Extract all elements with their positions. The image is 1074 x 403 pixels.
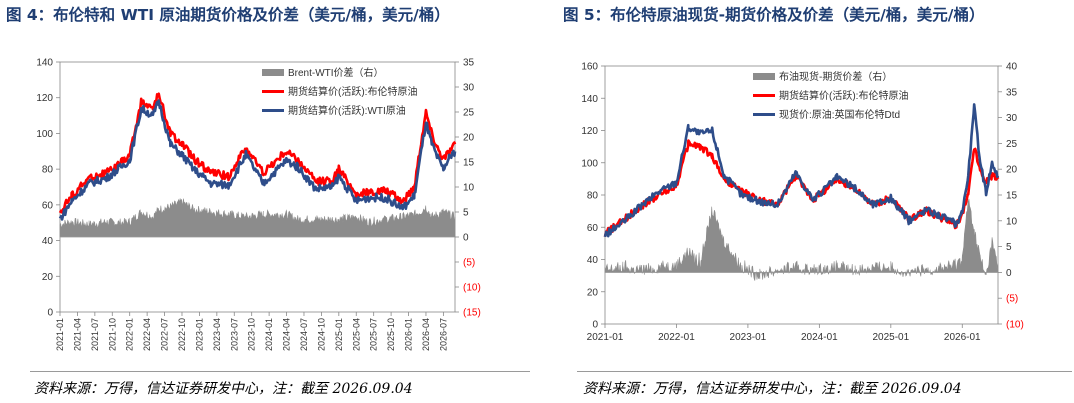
x-tick-label: 2023-07 — [229, 318, 239, 351]
plot-area — [604, 65, 999, 325]
source-note-right: 资料来源：万得，信达证券研发中心，注：截至 2026.09.04 — [583, 381, 962, 397]
series-blue-line — [58, 99, 457, 221]
y-right-tick-label: 20 — [463, 133, 475, 144]
x-tick-label: 2021-04 — [72, 318, 82, 351]
x-tick-label: 2025-01 — [872, 332, 909, 343]
y-right-tick-label: 35 — [463, 58, 475, 69]
source-note-left: 资料来源：万得，信达证券研发中心，注：截至 2026.09.04 — [34, 381, 413, 397]
series-blue-line — [603, 103, 1000, 238]
divider-right — [577, 371, 1072, 372]
y-left-tick-label: 120 — [581, 126, 598, 137]
x-tick-label: 2021-01 — [587, 332, 624, 343]
y-left-tick-label: 0 — [47, 308, 53, 319]
y-left-tick-label: 80 — [42, 165, 54, 176]
x-tick-label: 2023-04 — [212, 318, 222, 351]
y-right-tick-label: 10 — [463, 183, 475, 194]
x-tick-label: 2022-10 — [177, 318, 187, 351]
x-tick-label: 2024-07 — [299, 318, 309, 351]
x-tick-label: 2025-10 — [386, 318, 396, 351]
y-left-tick-label: 0 — [592, 320, 598, 331]
x-tick-label: 2026-04 — [421, 318, 431, 351]
y-right-tick-label: 25 — [463, 108, 475, 119]
y-right-tick-label: 30 — [1006, 113, 1018, 124]
x-tick-label: 2022-01 — [125, 318, 135, 351]
y-right-tick-label: 30 — [463, 83, 475, 94]
x-tick-label: 2024-01 — [801, 332, 838, 343]
y-right-tick-label: 5 — [1006, 242, 1012, 253]
x-tick-label: 2023-01 — [194, 318, 204, 351]
legend-label: 期货结算价(活跃):WTI原油 — [288, 104, 406, 117]
chart-svg: 0 20 40 60 80 100 120 140 160 (10) (5) 0 5 10 15 20 25 30… — [581, 62, 1024, 344]
series-spread-area — [604, 198, 999, 281]
x-tick-label: 2022-01 — [658, 332, 695, 343]
x-tick-label: 2022-07 — [160, 318, 170, 351]
x-tick-label: 2026-01 — [944, 332, 981, 343]
chart-svg: 0 20 40 60 80 100 120 140 (15) (10) (5) 0 5 10 15 20 25 3… — [36, 58, 481, 352]
y-right-tick-label: (15) — [463, 308, 481, 319]
series-spread-area — [59, 198, 456, 238]
y-left-tick-label: 80 — [587, 191, 599, 202]
legend-label: 现货价:原油:英国布伦特Dtd — [779, 108, 900, 121]
y-left-tick-label: 160 — [581, 62, 598, 73]
chart-brent-wti: 0 20 40 60 80 100 120 140 (15) (10) (5) 0 5 10 15 20 25 3… — [0, 52, 530, 352]
y-right-tick-label: (5) — [463, 258, 475, 269]
x-tick-label: 2024-10 — [316, 318, 326, 351]
x-tick-label: 2022-04 — [142, 318, 152, 351]
x-tick-label: 2025-04 — [351, 318, 361, 351]
y-right-tick-label: 0 — [463, 233, 469, 244]
x-tick-label: 2021-01 — [55, 318, 65, 351]
x-tick-label: 2023-10 — [247, 318, 257, 351]
x-tick-label: 2025-01 — [334, 318, 344, 351]
legend-label: 期货结算价(活跃):布伦特原油 — [288, 85, 417, 98]
y-right-tick-label: 40 — [1006, 62, 1018, 73]
y-left-tick-label: 20 — [587, 287, 599, 298]
figure-title-left: 图 4：布伦特和 WTI 原油期货价格及价差（美元/桶，美元/桶） — [6, 6, 450, 24]
legend-swatch-spread — [753, 73, 775, 80]
y-right-tick-label: 25 — [1006, 139, 1018, 150]
y-right-tick-label: (10) — [1006, 320, 1024, 331]
legend-label: 布油现货-期货价差（右） — [779, 70, 892, 83]
legend-swatch-spread — [262, 69, 284, 76]
divider-left — [30, 371, 530, 372]
legend-label: Brent-WTI价差（右） — [288, 66, 384, 79]
x-tick-label: 2026-01 — [404, 318, 414, 351]
y-right-tick-label: 20 — [1006, 165, 1018, 176]
y-right-tick-label: (5) — [1006, 294, 1018, 305]
y-left-tick-label: 120 — [36, 93, 53, 104]
y-left-tick-label: 60 — [587, 223, 599, 234]
y-left-tick-label: 60 — [42, 200, 54, 211]
x-tick-label: 2023-01 — [730, 332, 767, 343]
x-tick-label: 2021-10 — [107, 318, 117, 351]
x-tick-label: 2025-07 — [369, 318, 379, 351]
y-left-tick-label: 100 — [581, 158, 598, 169]
y-right-tick-label: (10) — [463, 283, 481, 294]
x-tick-label: 2024-01 — [264, 318, 274, 351]
y-right-tick-label: 15 — [1006, 191, 1018, 202]
y-right-tick-label: 5 — [463, 208, 469, 219]
plot-area — [59, 61, 456, 313]
y-left-tick-label: 20 — [42, 272, 54, 283]
x-tick-label: 2026-07 — [438, 318, 448, 351]
y-right-tick-label: 15 — [463, 158, 475, 169]
y-left-tick-label: 140 — [36, 58, 53, 69]
y-left-tick-label: 40 — [42, 236, 54, 247]
y-right-tick-label: 10 — [1006, 216, 1018, 227]
x-tick-label: 2024-04 — [282, 318, 292, 351]
x-tick-label: 2021-07 — [90, 318, 100, 351]
legend-label: 期货结算价(活跃):布伦特原油 — [779, 89, 908, 102]
series-red-line — [58, 92, 457, 214]
y-left-tick-label: 100 — [36, 129, 53, 140]
y-right-tick-label: 35 — [1006, 87, 1018, 98]
series-red-line — [603, 139, 1000, 237]
y-right-tick-label: 0 — [1006, 268, 1012, 279]
y-left-tick-label: 40 — [587, 255, 599, 266]
figure-title-right: 图 5：布伦特原油现货-期货价格及价差（美元/桶，美元/桶） — [563, 6, 985, 24]
y-left-tick-label: 140 — [581, 94, 598, 105]
chart-brent-spot-futures: 0 20 40 60 80 100 120 140 160 (10) (5) 0 5 10 15 20 25 30… — [545, 52, 1073, 352]
